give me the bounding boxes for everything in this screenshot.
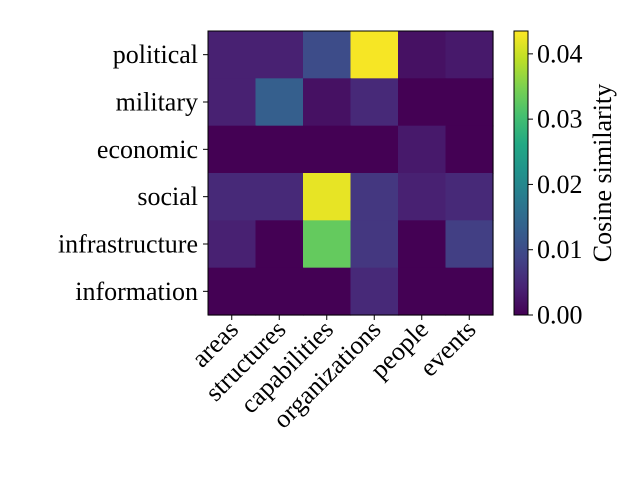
- heatmap-cell: [398, 267, 447, 316]
- x-axis: areasstructurescapabilitiesorganizations…: [186, 315, 482, 434]
- heatmap-cell: [255, 125, 304, 174]
- colorbar-gradient: [513, 30, 529, 316]
- heatmap-frame: [207, 30, 494, 316]
- heatmap-cell: [303, 220, 352, 269]
- heatmap-cell: [398, 78, 447, 127]
- colorbar-tick-label: 0.03: [537, 105, 583, 134]
- heatmap-cell: [445, 125, 494, 174]
- y-tick-label: infrastructure: [58, 230, 198, 259]
- heatmap-cell: [350, 267, 399, 316]
- heatmap-cell: [350, 220, 399, 269]
- heatmap-cell: [303, 125, 352, 174]
- heatmap-cell: [398, 220, 447, 269]
- colorbar: 0.00 0.01 0.02 0.03 0.04 Cosine similarity: [513, 30, 617, 330]
- heatmap-cell: [255, 220, 304, 269]
- colorbar-label: Cosine similarity: [588, 84, 617, 262]
- heatmap-cell: [208, 173, 257, 221]
- heatmap-cell: [208, 220, 257, 269]
- heatmap-cell: [255, 31, 304, 79]
- y-tick-label: social: [137, 182, 198, 211]
- heatmap-cell: [208, 125, 257, 174]
- heatmap-cell: [350, 31, 399, 79]
- heatmap-cell: [208, 31, 257, 79]
- heatmap-cell: [255, 78, 304, 127]
- heatmap-cell: [303, 78, 352, 127]
- colorbar-tick-label: 0.01: [537, 235, 583, 264]
- heatmap-cell: [303, 173, 352, 221]
- heatmap-cell: [303, 267, 352, 316]
- heatmap-cell: [303, 31, 352, 79]
- heatmap-cell: [445, 78, 494, 127]
- colorbar-tick-label: 0.04: [537, 39, 583, 68]
- y-tick-label: information: [75, 277, 198, 306]
- x-tick-label: events: [414, 315, 481, 382]
- heatmap-cell: [255, 267, 304, 316]
- heatmap-cell: [255, 173, 304, 221]
- heatmap-cells: [208, 31, 494, 316]
- y-tick-label: political: [113, 40, 198, 69]
- heatmap-cell: [445, 31, 494, 79]
- heatmap-cell: [398, 125, 447, 174]
- heatmap-cell: [398, 31, 447, 79]
- colorbar-tick-label: 0.02: [537, 170, 583, 199]
- heatmap-cell: [350, 173, 399, 221]
- y-tick-label: economic: [97, 135, 198, 164]
- heatmap-cell: [398, 173, 447, 221]
- colorbar-tick-label: 0.00: [537, 301, 583, 330]
- y-axis: political military economic social infrastru…: [58, 40, 208, 306]
- heatmap-cell: [208, 78, 257, 127]
- colorbar-ticks: 0.00 0.01 0.02 0.03 0.04: [528, 39, 583, 330]
- heatmap-cell: [350, 125, 399, 174]
- heatmap-cell: [208, 267, 257, 316]
- heatmap-cell: [445, 173, 494, 221]
- heatmap-cell: [350, 78, 399, 127]
- heatmap-cell: [445, 220, 494, 269]
- y-tick-label: military: [116, 88, 198, 117]
- heatmap-cell: [445, 267, 494, 316]
